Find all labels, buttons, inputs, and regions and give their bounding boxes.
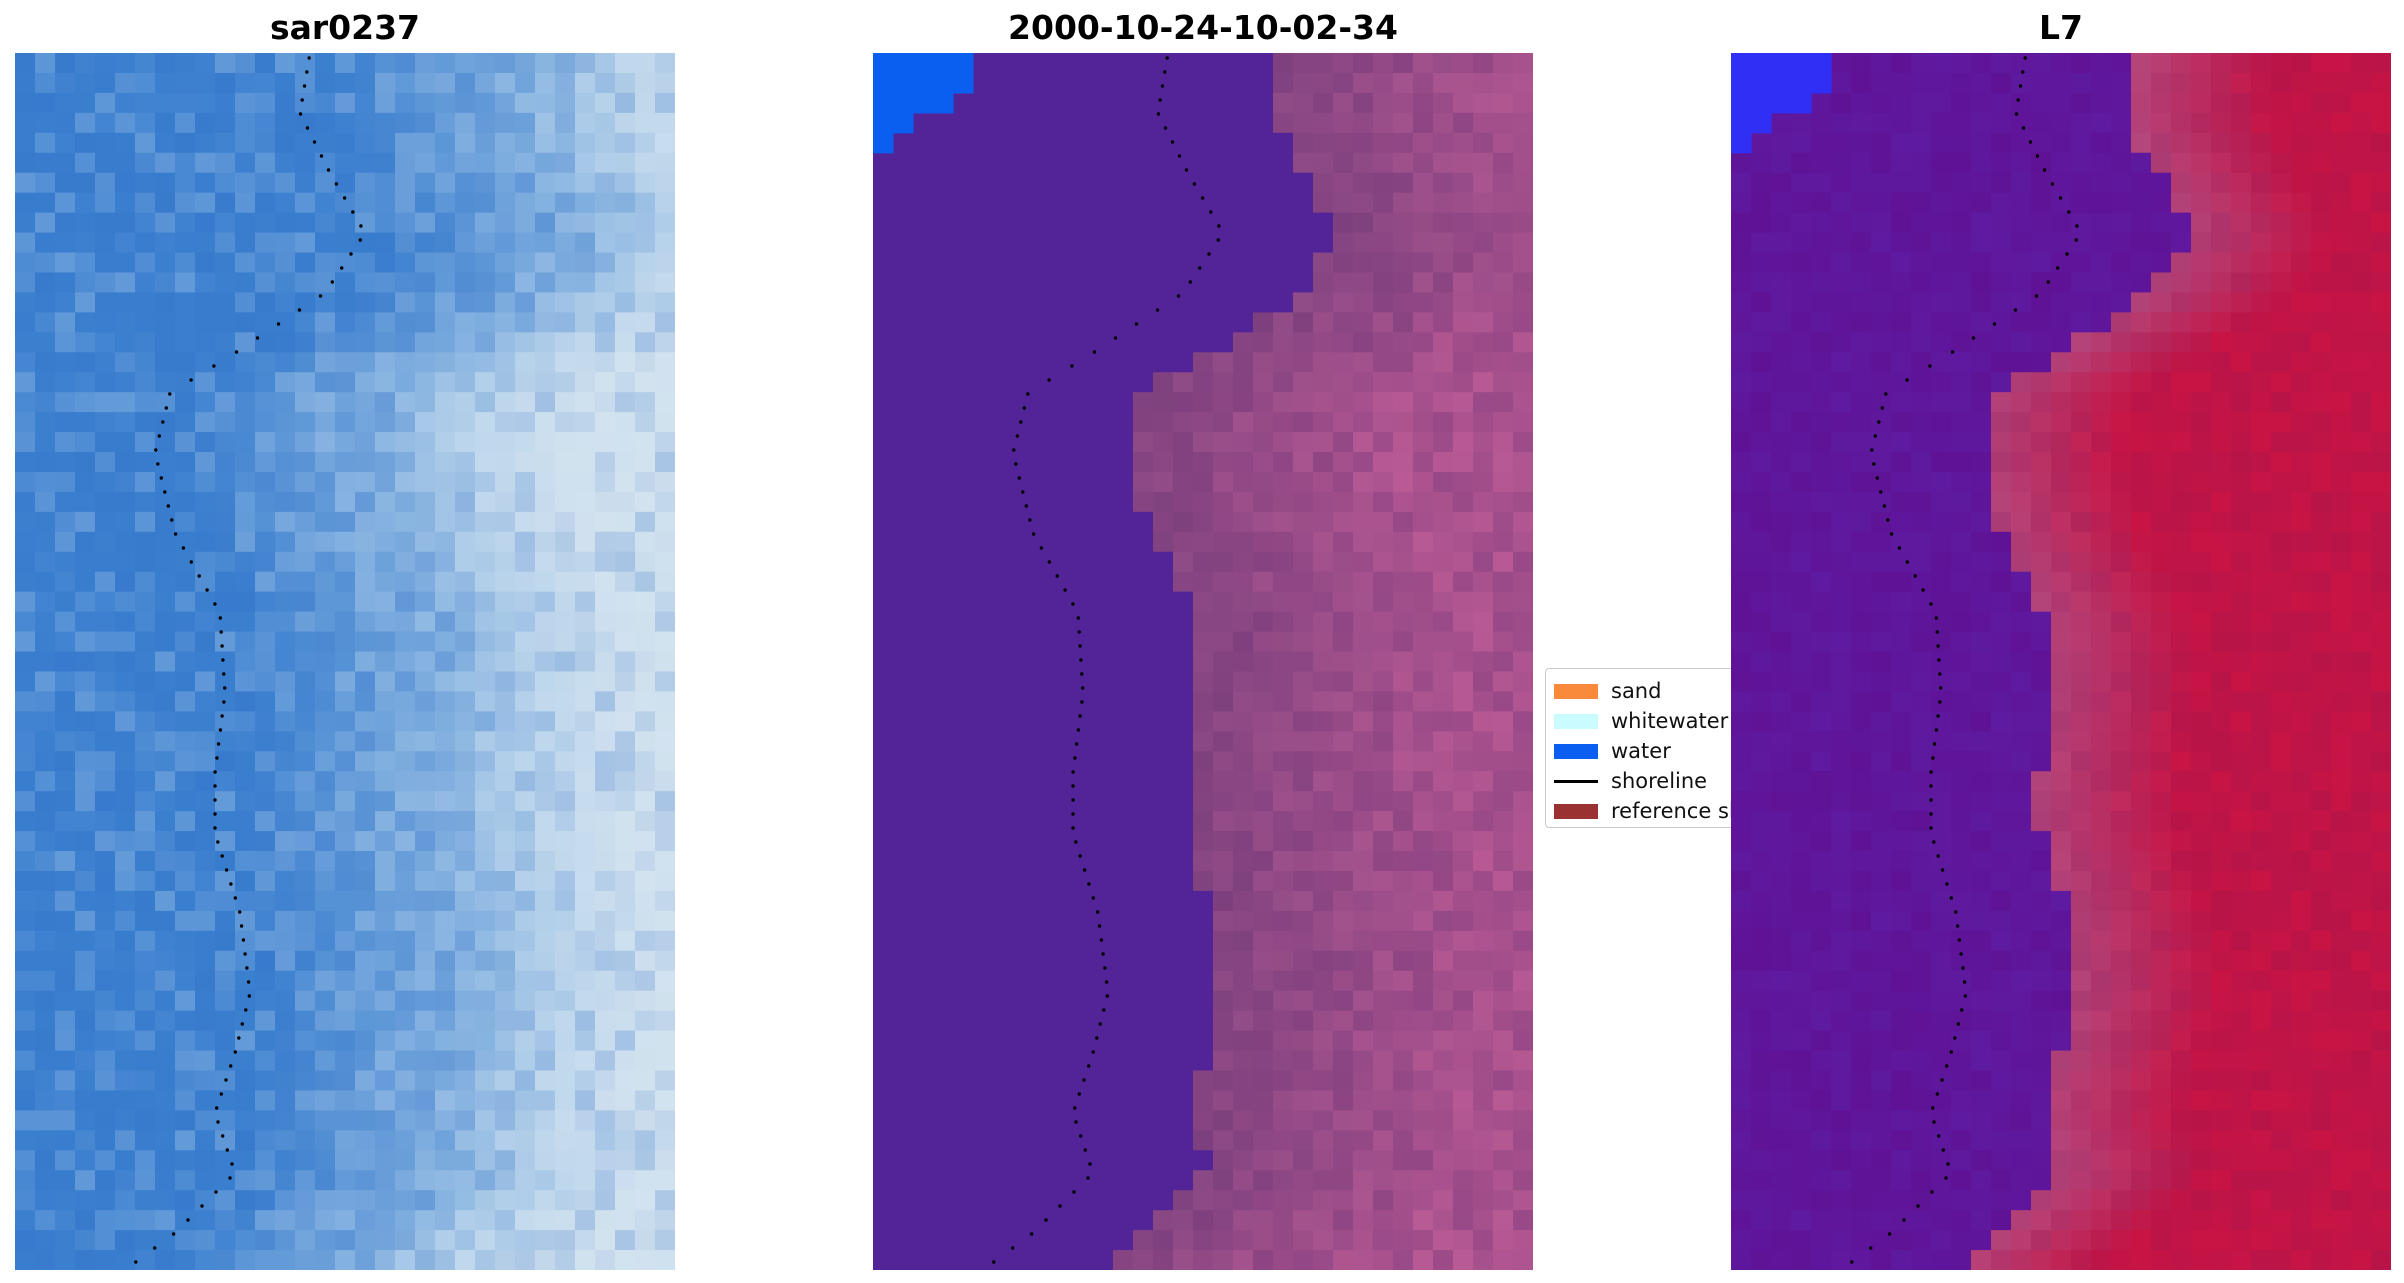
classified-image: [873, 53, 1533, 1270]
rgb-image-panel: [15, 53, 675, 1270]
index-image: [1731, 53, 2391, 1270]
legend-label-reference-shoreline: reference sl: [1611, 799, 1735, 823]
legend-item-reference-shoreline: reference sl: [1546, 797, 1735, 825]
reference-shoreline-swatch: [1554, 804, 1598, 819]
classified-image-panel: [873, 53, 1533, 1270]
panel-title-l7: L7: [2039, 8, 2083, 47]
legend-item-sand: sand: [1546, 677, 1734, 705]
water-swatch: [1554, 744, 1598, 759]
whitewater-swatch: [1554, 714, 1598, 729]
legend-label-water: water: [1611, 739, 1671, 763]
shoreline-line-swatch: [1554, 780, 1598, 783]
sand-swatch: [1554, 684, 1598, 699]
legend-item-water: water: [1546, 737, 1734, 765]
legend: sand whitewater water shoreline referenc…: [1545, 668, 1735, 828]
panel-title-date: 2000-10-24-10-02-34: [1008, 8, 1398, 47]
legend-label-shoreline: shoreline: [1611, 769, 1708, 793]
index-image-panel: [1731, 53, 2391, 1270]
legend-label-whitewater: whitewater: [1611, 709, 1729, 733]
legend-item-shoreline: shoreline: [1546, 767, 1734, 795]
legend-item-whitewater: whitewater: [1546, 707, 1734, 735]
legend-label-sand: sand: [1611, 679, 1662, 703]
panel-title-sar: sar0237: [269, 8, 421, 47]
rgb-image: [15, 53, 675, 1270]
